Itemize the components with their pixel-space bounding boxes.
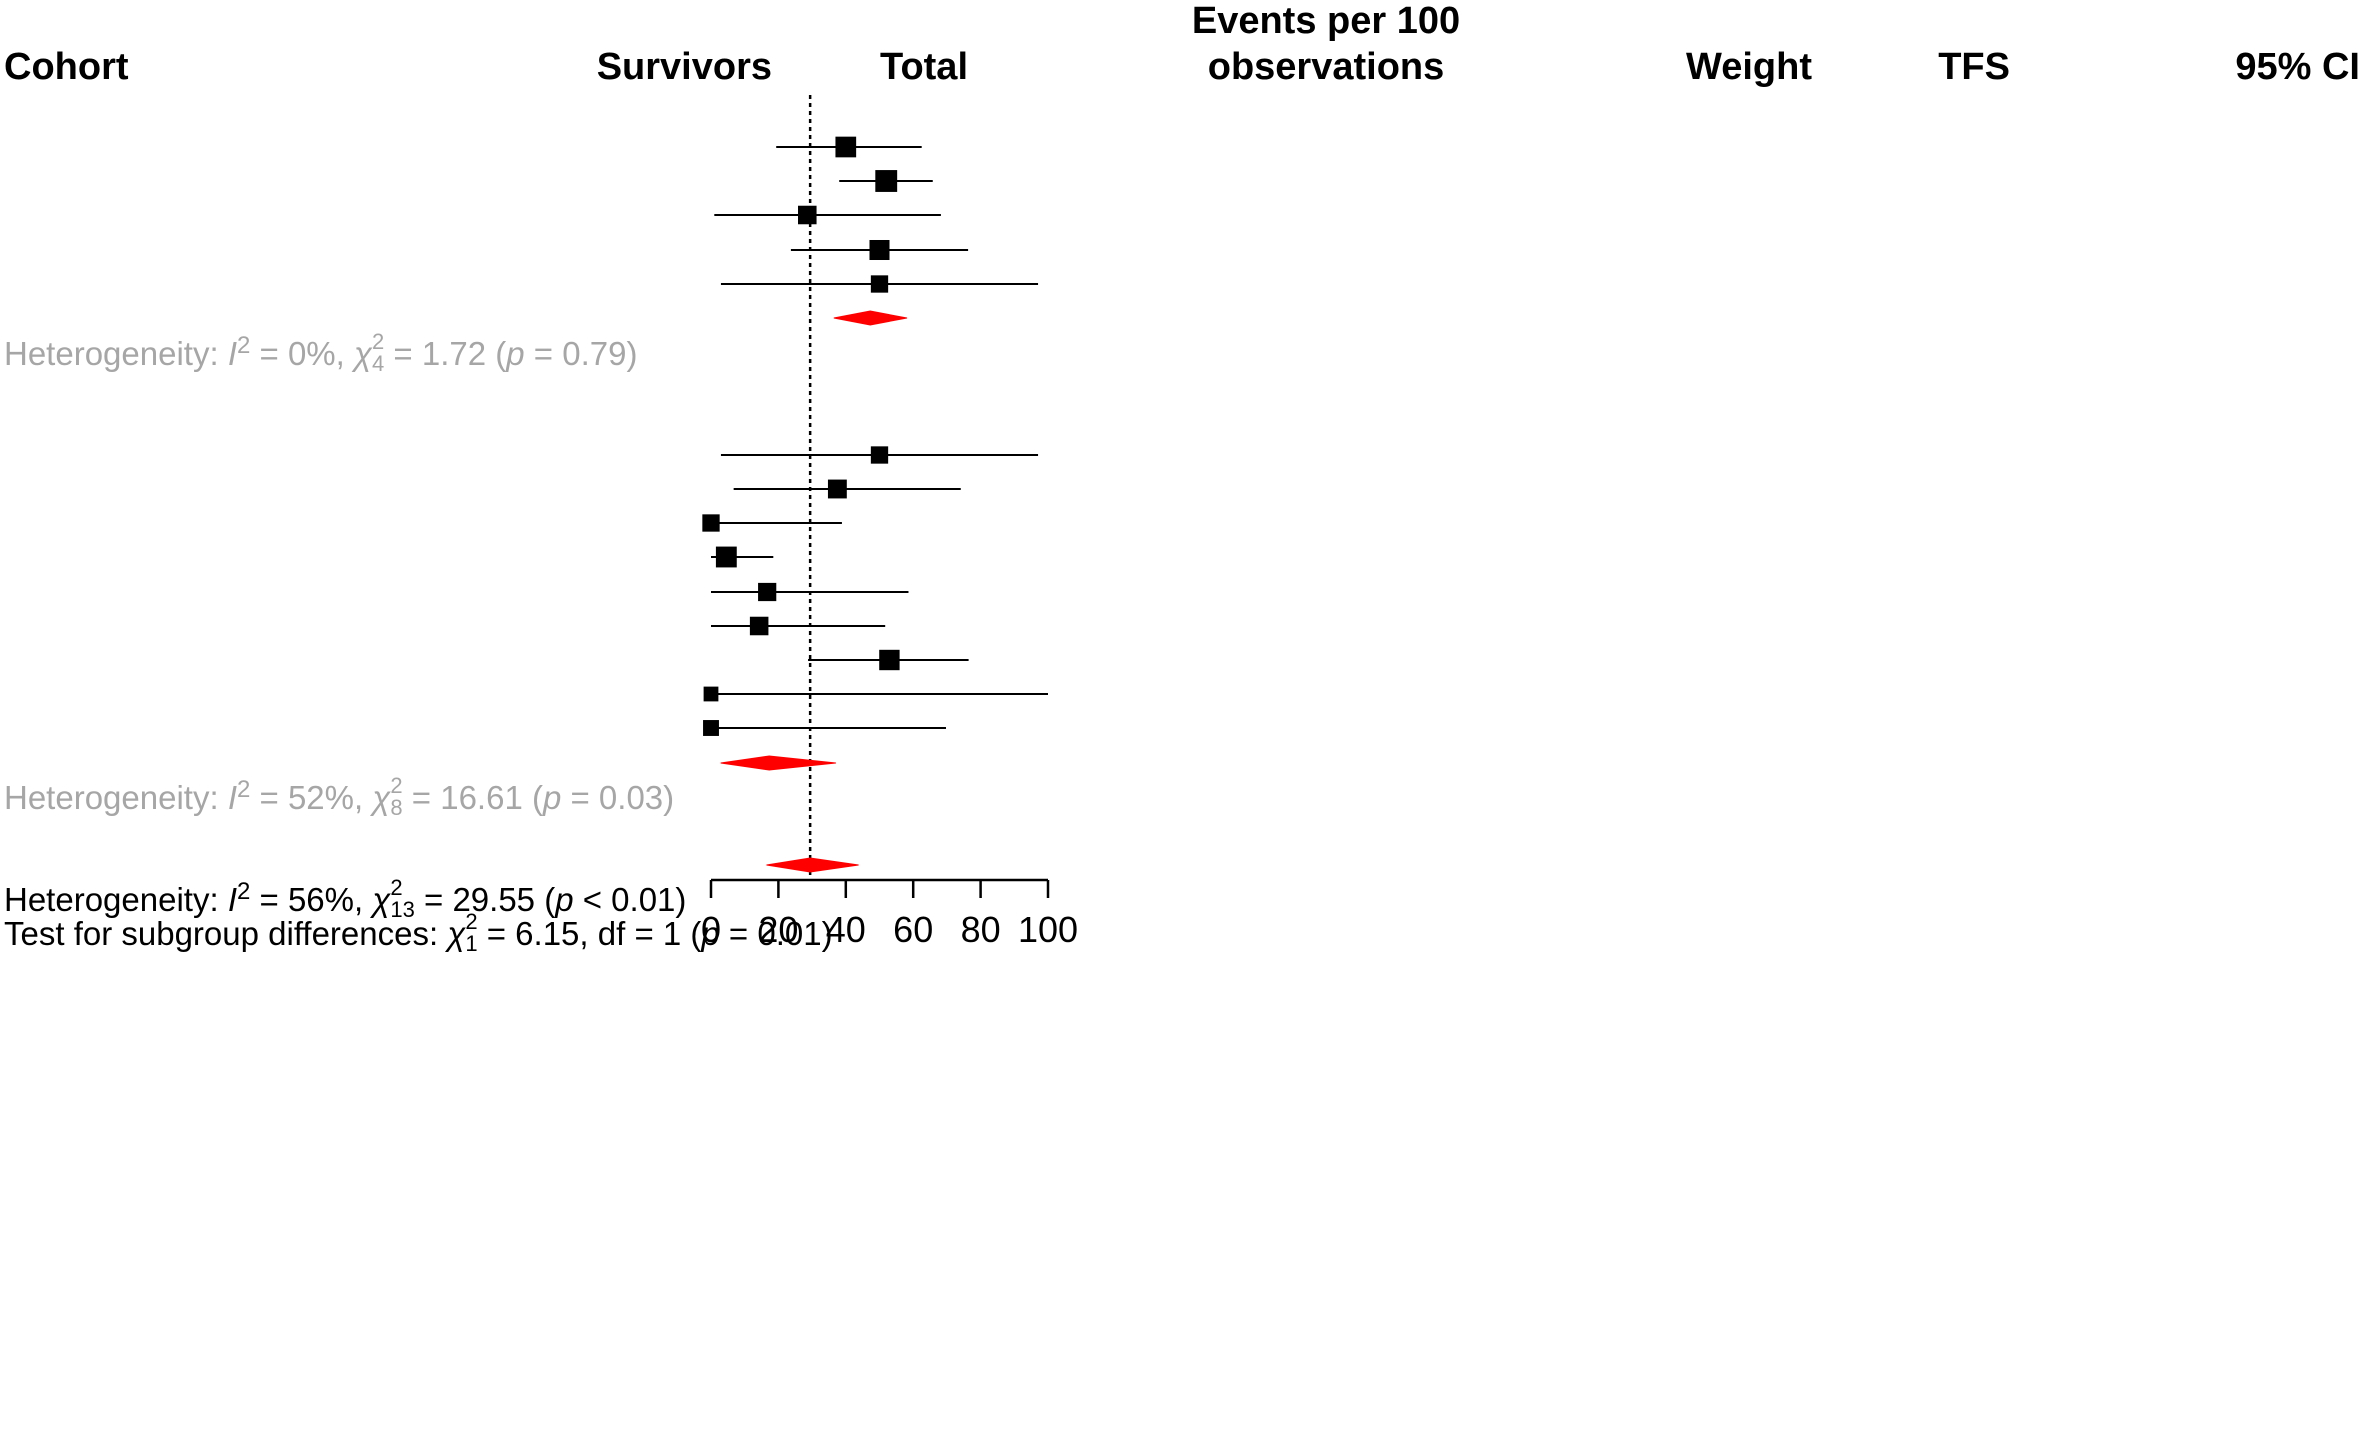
- het-part: = 0.03): [561, 779, 675, 816]
- summary-diamond: [720, 755, 836, 771]
- study-marker: [702, 514, 720, 532]
- het-part: I: [227, 335, 237, 372]
- het-part: p: [542, 779, 562, 816]
- het-part: = 0.01): [719, 915, 833, 952]
- x-tick-label: 100: [1018, 909, 1078, 950]
- study-marker: [715, 546, 737, 568]
- het-part: = 0%,: [250, 335, 354, 372]
- study-marker: [703, 686, 719, 702]
- x-tick-label: 40: [826, 909, 866, 950]
- het-part: p: [506, 335, 525, 372]
- het-part: = 29.55 (: [414, 881, 556, 918]
- chi-sup: 2: [390, 875, 403, 900]
- het-part: Heterogeneity:: [4, 881, 228, 918]
- header-cohort: Cohort: [4, 46, 129, 88]
- heterogeneity-text: Heterogeneity: I2 = 56%, χ 2 13 = 29.55 (p…: [4, 877, 687, 922]
- x-tick-label: 0: [701, 909, 721, 950]
- het-part: I: [227, 881, 237, 918]
- het-part: Heterogeneity:: [4, 779, 228, 816]
- summary-diamond: [766, 857, 859, 873]
- study-marker: [703, 720, 719, 736]
- header-weight: Weight: [1686, 46, 1812, 88]
- chi-sup: 2: [390, 773, 403, 798]
- het-part: 2: [236, 878, 251, 905]
- chi-scripts: 2 13: [390, 877, 415, 922]
- het-part: < 0.01): [573, 881, 687, 918]
- het-part: = 1.72 (: [384, 335, 507, 372]
- header-effect-line2: observations: [1207, 46, 1445, 88]
- study-marker: [870, 275, 889, 293]
- chi-sup: 2: [465, 909, 478, 934]
- het-part: I: [227, 779, 237, 816]
- het-part: χ: [353, 335, 372, 372]
- study-marker: [875, 170, 898, 192]
- x-tick-label: 20: [758, 909, 798, 950]
- het-part: χ: [447, 915, 466, 952]
- het-part: Heterogeneity:: [4, 335, 228, 372]
- het-part: 2: [236, 332, 251, 359]
- chi-sub: 8: [390, 795, 403, 820]
- het-part: = 52%,: [250, 779, 373, 816]
- study-marker: [758, 582, 777, 602]
- het-part: 2: [236, 776, 251, 803]
- x-tick-label: 80: [961, 909, 1001, 950]
- study-marker: [798, 205, 817, 225]
- study-marker: [879, 649, 900, 671]
- study-marker: [827, 479, 847, 499]
- het-part: = 56%,: [250, 881, 373, 918]
- chi-sup: 2: [372, 329, 385, 354]
- het-part: = 6.15, df = 1 (: [477, 915, 702, 952]
- study-marker: [869, 239, 890, 261]
- study-marker: [835, 136, 857, 158]
- het-part: p: [701, 915, 720, 952]
- header-survivors: Survivors: [596, 46, 772, 88]
- study-marker: [749, 616, 769, 636]
- x-tick-label: 60: [893, 909, 933, 950]
- header-tfs: TFS: [1938, 46, 2010, 88]
- chi-sub: 1: [465, 931, 478, 956]
- het-part: Test for subgroup differences:: [4, 915, 448, 952]
- chi-sub: 13: [390, 897, 415, 922]
- summary-diamond: [833, 310, 908, 326]
- het-part: χ: [372, 779, 391, 816]
- header-effect-line1: Events per 100: [1191, 0, 1461, 42]
- header-ci: 95% CI: [2235, 46, 2360, 88]
- het-part: = 16.61 (: [402, 779, 543, 816]
- chi-sub: 4: [372, 351, 385, 376]
- het-part: = 0.79): [524, 335, 638, 372]
- het-part: p: [555, 881, 574, 918]
- study-marker: [870, 446, 889, 464]
- het-part: χ: [372, 881, 391, 918]
- header-total: Total: [880, 46, 968, 88]
